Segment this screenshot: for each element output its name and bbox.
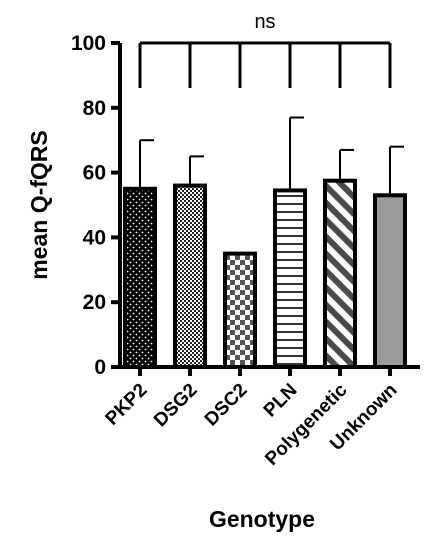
- x-axis-title: Genotype: [209, 506, 315, 532]
- bars-group: [123, 116, 407, 370]
- y-tick-label: 100: [71, 32, 106, 55]
- y-axis-ticks: 0 20 40 60 80 100: [71, 32, 120, 379]
- y-tick-label: 20: [83, 291, 106, 314]
- y-tick-label: 0: [94, 356, 106, 379]
- bar-pln: [273, 188, 307, 369]
- significance-label: ns: [254, 11, 275, 33]
- x-category-label: PLN: [260, 380, 302, 422]
- x-category-label: DSG2: [150, 380, 201, 431]
- y-tick-label: 80: [83, 97, 106, 120]
- y-axis-title: mean Q-fQRS: [26, 130, 52, 280]
- x-category-label: PKP2: [102, 380, 152, 430]
- bar-dsc2: [223, 251, 257, 370]
- bar-unknown: [373, 193, 407, 369]
- significance-bracket: [138, 41, 392, 88]
- y-tick-label: 40: [83, 226, 106, 249]
- bar-pkp2: [123, 186, 157, 369]
- bar-dsg2: [173, 183, 207, 369]
- bar-polygenetic: [323, 178, 357, 369]
- x-category-label: DSC2: [201, 380, 252, 431]
- y-tick-label: 60: [83, 162, 106, 185]
